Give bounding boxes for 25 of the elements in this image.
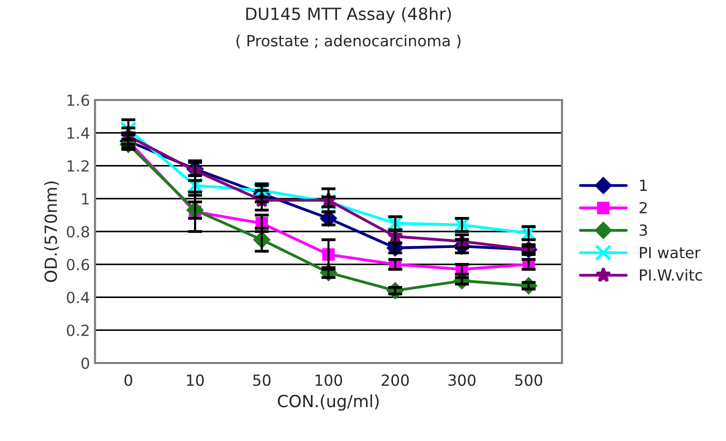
y-axis-title: OD.(570nm)	[44, 182, 60, 282]
x-tick-label: 0	[124, 374, 132, 386]
y-tick-label: 0	[81, 357, 90, 370]
x-tick-label: 200	[382, 374, 409, 386]
x-axis-title: CON.(ug/ml)	[278, 394, 379, 411]
y-tick-label: 1.2	[68, 160, 89, 172]
x-tick-label: 100	[316, 374, 342, 386]
legend-label: PI water	[640, 247, 701, 258]
legend-label: 1	[640, 180, 647, 191]
x-tick-label: 300	[448, 374, 476, 386]
y-tick-label: 0.8	[66, 226, 90, 238]
legend-label: 2	[640, 202, 647, 214]
legend-label: 3	[640, 224, 647, 236]
y-tick-label: 1	[82, 193, 89, 204]
x-tick-label: 10	[187, 374, 204, 386]
x-tick-label: 50	[253, 374, 270, 386]
legend-label: PI.W.vitc	[640, 268, 702, 281]
chart-title: DU145 MTT Assay (48hr)	[246, 7, 451, 24]
y-tick-label: 1.6	[68, 94, 90, 106]
y-tick-label: 0.2	[66, 324, 89, 336]
chart-subtitle: ( Prostate ; adenocarcinoma )	[236, 34, 460, 48]
x-tick-label: 500	[515, 374, 542, 386]
y-tick-label: 0.4	[66, 292, 90, 304]
y-tick-label: 1.4	[68, 128, 90, 139]
y-tick-label: 0.6	[66, 258, 90, 270]
